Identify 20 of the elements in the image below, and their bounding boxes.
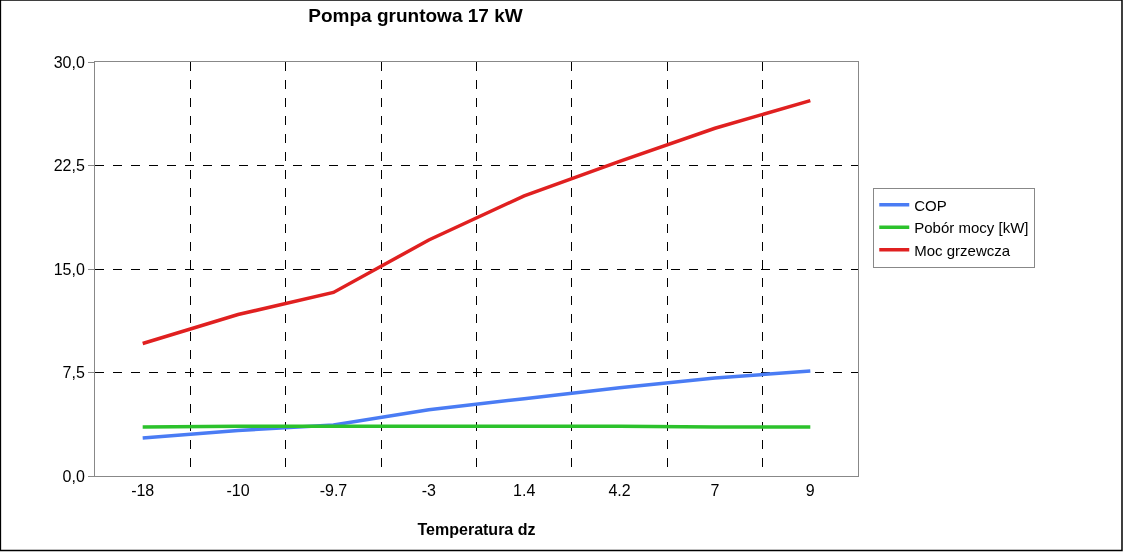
x-tick-label: -10: [226, 482, 250, 500]
x-tick-label: 4.2: [608, 482, 631, 500]
x-tick-label: -18: [131, 482, 155, 500]
legend-label: Moc grzewcza: [914, 241, 1011, 259]
chart-title: Pompa gruntowa 17 kW: [308, 4, 523, 26]
x-tick-label: 9: [805, 482, 815, 500]
legend-label: Pobór mocy [kW]: [914, 219, 1029, 237]
x-axis-title: Temperatura dz: [417, 520, 536, 538]
line-series: [140, 98, 813, 346]
y-tick-label: 7,5: [62, 364, 85, 382]
legend-label: COP: [914, 196, 947, 214]
y-tick-label: 15,0: [53, 260, 85, 278]
x-tick-label: -9.7: [319, 482, 348, 500]
x-tick-label: 7: [710, 482, 720, 500]
x-tick-label: -3: [421, 482, 437, 500]
line-series: [140, 369, 813, 440]
y-tick-label: 0,0: [62, 467, 85, 485]
y-tick-label: 22,5: [53, 157, 85, 175]
x-tick-label: 1.4: [513, 482, 536, 500]
y-tick-label: 30,0: [53, 53, 85, 71]
